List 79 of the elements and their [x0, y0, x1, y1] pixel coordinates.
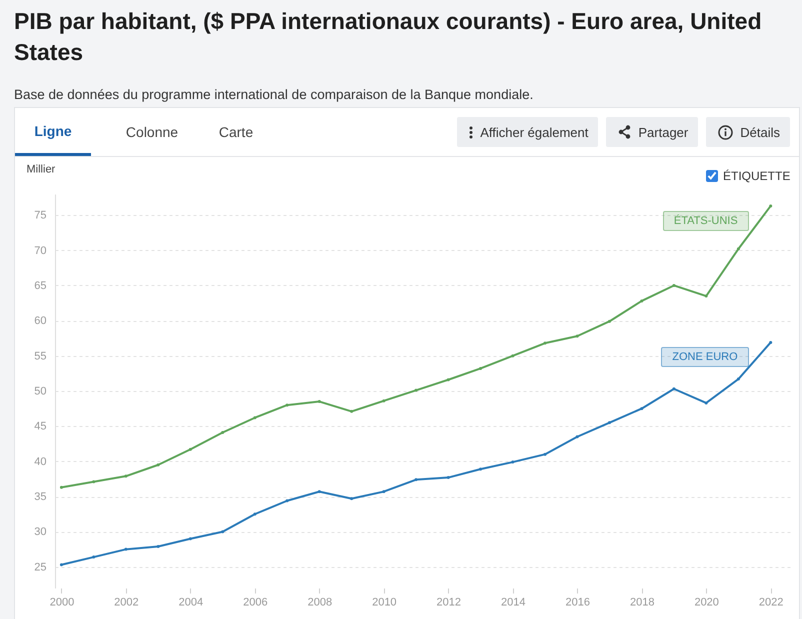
point — [156, 544, 160, 548]
point — [253, 512, 256, 516]
y-tick-label: 30 — [34, 526, 46, 538]
point — [188, 537, 192, 540]
point — [382, 490, 386, 494]
point — [769, 204, 772, 208]
button: Détails — [706, 117, 790, 147]
point — [156, 463, 160, 466]
point — [60, 486, 63, 489]
point — [736, 378, 740, 381]
point — [124, 548, 128, 551]
y-tick-label: 65 — [34, 280, 46, 292]
y-tick-label: 60 — [34, 315, 46, 328]
x-tick-label: 2006 — [243, 596, 268, 608]
button: Afficher également — [457, 117, 598, 147]
text: Ligne — [15, 108, 91, 156]
point — [576, 435, 579, 438]
text: Colonne — [105, 108, 199, 156]
x-tick-label: 2022 — [758, 596, 784, 608]
point — [672, 387, 676, 390]
point — [511, 460, 514, 464]
point — [221, 530, 224, 534]
point — [640, 299, 644, 302]
y-tick-label: 70 — [34, 244, 46, 257]
point — [221, 431, 224, 434]
y-tick-label: 40 — [34, 456, 46, 468]
x-tick-label: 2004 — [178, 596, 204, 608]
y-tick-label: 55 — [34, 350, 46, 362]
x-tick-label: 2000 — [50, 596, 74, 608]
point — [414, 388, 418, 392]
point — [640, 407, 644, 410]
point — [704, 294, 708, 298]
point — [188, 448, 192, 451]
point — [92, 480, 96, 484]
x-tick-label: 2018 — [630, 596, 654, 608]
x-tick-label: 2010 — [372, 596, 397, 608]
point — [576, 334, 579, 338]
y-tick-label: 50 — [34, 386, 46, 398]
point — [608, 320, 611, 323]
y-tick-label: 75 — [34, 210, 46, 222]
point — [286, 404, 289, 407]
point — [286, 499, 289, 502]
point — [446, 378, 450, 382]
text: Carte — [197, 108, 275, 156]
point — [511, 354, 514, 358]
chart-subtitle: Base de données du programme international de comparaison de la Banque mondiale. — [14, 87, 534, 102]
series-label: ÉTATS-UNIS — [662, 210, 749, 231]
text: ÉTIQUETTE — [723, 169, 790, 183]
point — [544, 452, 546, 456]
point — [414, 478, 418, 482]
point — [479, 468, 482, 471]
button: Partager — [606, 117, 698, 147]
y-axis-title: Millier — [26, 164, 56, 176]
x-tick-label: 2014 — [501, 596, 526, 608]
point — [382, 399, 386, 402]
chart-title: PIB par habitant, ($ PPA internationaux courants) - Euro area, United States — [14, 7, 763, 67]
line-series — [60, 340, 772, 566]
point — [544, 342, 546, 345]
point — [704, 401, 708, 404]
point — [253, 416, 256, 420]
point — [60, 563, 63, 566]
point — [124, 474, 128, 478]
y-tick-label: 25 — [34, 561, 46, 574]
x-tick-label: 2008 — [308, 596, 332, 608]
line-series — [60, 204, 772, 489]
point — [608, 421, 611, 424]
x-tick-label: 2020 — [694, 596, 719, 608]
point — [318, 490, 321, 494]
point — [736, 247, 740, 250]
x-tick-label: 2012 — [436, 596, 462, 608]
point — [350, 497, 354, 500]
point — [769, 340, 772, 344]
series-label: ZONE EURO — [661, 347, 749, 368]
point — [92, 556, 96, 559]
x-tick-label: 2016 — [565, 596, 590, 608]
y-tick-label: 45 — [34, 420, 46, 433]
point — [350, 410, 354, 413]
y-tick-label: 35 — [34, 491, 46, 504]
x-tick-label: 2002 — [114, 596, 139, 608]
